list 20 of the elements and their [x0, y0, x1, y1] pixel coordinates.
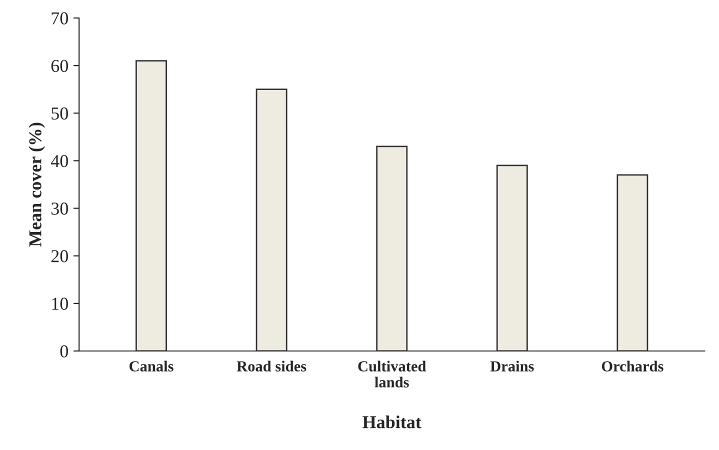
y-tick-label: 70 — [52, 12, 68, 24]
y-tick-label: 20 — [51, 250, 68, 262]
x-tick-label: Road sides — [236, 360, 306, 372]
y-tick-label: 10 — [52, 298, 68, 310]
y-tick-label: 0 — [60, 345, 68, 358]
y-tick-label: 50 — [52, 107, 68, 120]
x-tick-label: Orchards — [602, 360, 664, 372]
x-tick-label: Canals — [130, 360, 174, 372]
x-tick-label: Cultivated lands — [358, 360, 426, 388]
bar — [496, 164, 528, 351]
bar — [256, 88, 288, 351]
bar — [136, 60, 167, 351]
y-tick-label: 60 — [51, 60, 68, 72]
y-axis-title: Mean cover (%) — [28, 122, 46, 247]
bar — [376, 146, 408, 351]
bar — [616, 174, 648, 351]
x-axis-title: Habitat — [362, 416, 422, 428]
y-tick-label: 40 — [50, 154, 68, 168]
y-tick-label: 30 — [51, 202, 68, 215]
x-tick-label: Drains — [490, 360, 534, 372]
